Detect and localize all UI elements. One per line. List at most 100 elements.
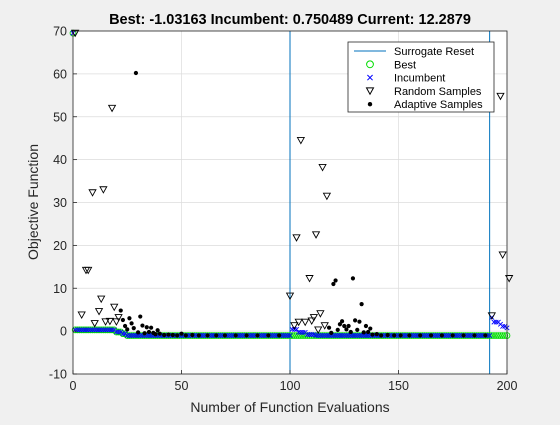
incumbent-point bbox=[478, 333, 484, 339]
adaptive-sample-point bbox=[153, 332, 158, 337]
incumbent-point bbox=[90, 327, 96, 333]
adaptive-sample-point bbox=[366, 329, 371, 335]
best-point bbox=[330, 332, 337, 339]
adaptive-sample-point bbox=[346, 323, 351, 329]
best-point bbox=[97, 326, 105, 334]
incumbent-point bbox=[107, 327, 113, 333]
incumbent-point bbox=[322, 333, 328, 339]
incumbent-point bbox=[296, 329, 302, 335]
incumbent-point bbox=[491, 319, 497, 325]
adaptive-sample-point bbox=[144, 325, 149, 330]
random-sample-point bbox=[311, 231, 321, 239]
incumbent-point bbox=[98, 327, 104, 333]
incumbent-point bbox=[237, 333, 243, 339]
best-point bbox=[212, 332, 220, 339]
incumbent-point bbox=[272, 333, 278, 339]
best-point bbox=[319, 332, 326, 339]
best-point bbox=[78, 326, 86, 334]
adaptive-sample-point bbox=[355, 327, 360, 332]
best-point bbox=[95, 326, 103, 334]
adaptive-sample-point bbox=[361, 330, 366, 335]
incumbent-point bbox=[413, 333, 419, 339]
incumbent-point bbox=[424, 333, 430, 339]
random-sample-point bbox=[498, 251, 507, 259]
chart-title: Best: -1.03163 Incumbent: 0.750489 Curre… bbox=[109, 12, 471, 28]
incumbent-point bbox=[313, 333, 319, 339]
incumbent-point bbox=[354, 333, 360, 339]
best-point bbox=[416, 332, 424, 339]
adaptive-sample-point bbox=[344, 327, 349, 332]
incumbent-point bbox=[337, 333, 343, 339]
y-tick-label: -10 bbox=[49, 368, 67, 382]
best-point bbox=[334, 332, 342, 339]
incumbent-point bbox=[239, 333, 245, 339]
adaptive-sample-point bbox=[138, 314, 143, 319]
adaptive-sample-point bbox=[357, 319, 362, 324]
adaptive-sample-point bbox=[392, 333, 397, 338]
best-point bbox=[343, 332, 350, 339]
best-point bbox=[71, 326, 79, 334]
incumbent-point bbox=[432, 333, 438, 339]
incumbent-point bbox=[96, 327, 102, 333]
incumbent-point bbox=[476, 333, 482, 339]
y-tick-label: 50 bbox=[53, 110, 67, 124]
adaptive-sample-point bbox=[329, 330, 334, 335]
incumbent-point bbox=[131, 333, 137, 339]
incumbent-point bbox=[83, 327, 89, 333]
adaptive-sample-point bbox=[428, 333, 434, 338]
y-axis-label: Objective Function bbox=[25, 144, 41, 260]
incumbent-point bbox=[124, 333, 130, 339]
y-tick-label: 10 bbox=[53, 282, 67, 296]
incumbent-point bbox=[261, 333, 267, 339]
adaptive-sample-point bbox=[348, 329, 353, 335]
adaptive-sample-point bbox=[155, 328, 160, 333]
incumbent-point bbox=[259, 333, 265, 339]
best-point bbox=[406, 332, 413, 339]
incumbent-point bbox=[422, 333, 428, 339]
incumbent-point bbox=[365, 333, 371, 339]
incumbent-point bbox=[287, 333, 293, 339]
best-point bbox=[204, 332, 211, 339]
adaptive-sample-point bbox=[146, 329, 152, 335]
incumbent-point bbox=[87, 327, 93, 333]
random-sample-point bbox=[77, 311, 86, 319]
random-sample-point bbox=[285, 292, 295, 301]
adaptive-sample-point bbox=[183, 333, 188, 338]
best-point bbox=[113, 328, 120, 336]
adaptive-sample-point bbox=[127, 316, 132, 321]
incumbent-point bbox=[79, 327, 85, 333]
incumbent-point bbox=[300, 329, 306, 335]
best-point bbox=[288, 332, 296, 339]
incumbent-point bbox=[502, 323, 508, 329]
random-sample-point bbox=[292, 234, 301, 242]
adaptive-sample-point bbox=[222, 333, 227, 338]
adaptive-sample-point bbox=[205, 333, 210, 338]
incumbent-point bbox=[487, 333, 493, 339]
best-point bbox=[340, 332, 348, 339]
legend-label: Incumbent bbox=[394, 73, 445, 85]
best-point bbox=[243, 332, 250, 339]
y-tick-label: 70 bbox=[53, 25, 67, 39]
random-sample-point bbox=[290, 322, 299, 330]
random-sample-point bbox=[487, 312, 496, 320]
incumbent-point bbox=[350, 333, 356, 339]
adaptive-sample-point bbox=[337, 322, 343, 327]
adaptive-sample-point bbox=[439, 333, 444, 338]
incumbent-point bbox=[85, 327, 91, 333]
best-point bbox=[254, 332, 261, 339]
adaptive-sample-point bbox=[149, 325, 154, 330]
random-sample-point bbox=[505, 275, 514, 283]
x-tick-label: 200 bbox=[497, 379, 518, 393]
adaptive-sample-point bbox=[179, 331, 184, 336]
adaptive-sample-point bbox=[244, 333, 249, 338]
x-tick-label: 150 bbox=[388, 379, 409, 393]
legend-label: Surrogate Reset bbox=[394, 46, 474, 58]
plot-area bbox=[69, 29, 514, 374]
best-point bbox=[232, 332, 240, 339]
adaptive-sample-point bbox=[190, 332, 195, 338]
random-sample-point bbox=[105, 317, 115, 326]
y-tick-label: 60 bbox=[53, 67, 67, 81]
